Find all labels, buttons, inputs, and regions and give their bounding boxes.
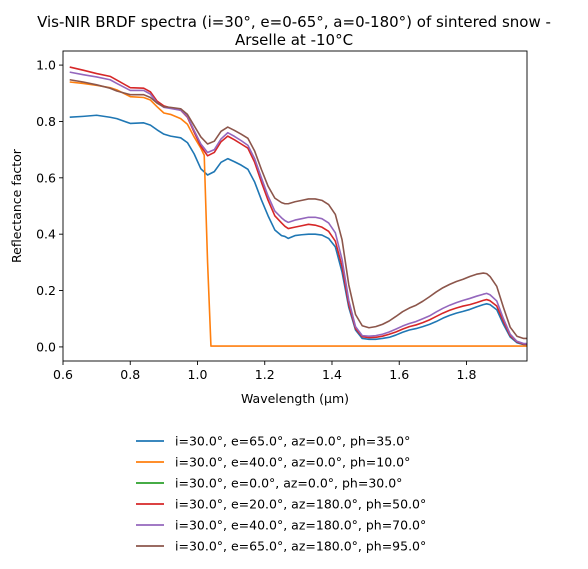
legend-label: i=30.0°, e=40.0°, az=180.0°, ph=70.0° (175, 518, 426, 533)
x-axis-label: Wavelength (μm) (241, 391, 349, 406)
x-tick-label: 0.6 (53, 367, 73, 382)
y-tick-label: 0.4 (36, 227, 56, 242)
y-axis-label: Reflectance factor (9, 148, 24, 263)
x-tick-label: 0.8 (120, 367, 140, 382)
x-tick-label: 1.6 (389, 367, 409, 382)
y-axis: 0.0 0.2 0.4 0.6 0.8 1.0 (36, 58, 63, 354)
legend-label: i=30.0°, e=20.0°, az=180.0°, ph=50.0° (175, 497, 426, 512)
legend-label: i=30.0°, e=40.0°, az=0.0°, ph=10.0° (175, 455, 410, 470)
y-tick-label: 0.6 (36, 170, 56, 185)
y-tick-label: 0.8 (36, 114, 56, 129)
x-axis: 0.6 0.8 1.0 1.2 1.4 1.6 1.8 (53, 361, 476, 382)
series-line-2 (69, 81, 527, 347)
y-tick-label: 0.2 (36, 283, 56, 298)
series-layer (69, 66, 527, 347)
legend: i=30.0°, e=65.0°, az=0.0°, ph=35.0° i=30.… (136, 434, 426, 554)
x-tick-label: 1.0 (188, 367, 208, 382)
y-tick-label: 1.0 (36, 58, 56, 73)
x-tick-label: 1.4 (322, 367, 342, 382)
legend-label: i=30.0°, e=65.0°, az=0.0°, ph=35.0° (175, 434, 410, 449)
chart-title-line-1: Vis-NIR BRDF spectra (i=30°, e=0-65°, a=… (37, 13, 551, 31)
series-line-1 (69, 114, 527, 346)
y-tick-label: 0.0 (36, 339, 56, 354)
chart-title-line-2: Arselle at -10°C (235, 31, 353, 49)
series-line-5 (69, 71, 527, 345)
x-tick-label: 1.2 (255, 367, 275, 382)
plot-area-frame (62, 50, 528, 362)
legend-label: i=30.0°, e=65.0°, az=180.0°, ph=95.0° (175, 539, 426, 554)
legend-label: i=30.0°, e=0.0°, az=0.0°, ph=30.0° (175, 476, 402, 491)
series-line-6 (69, 78, 527, 340)
x-tick-label: 1.8 (457, 367, 477, 382)
